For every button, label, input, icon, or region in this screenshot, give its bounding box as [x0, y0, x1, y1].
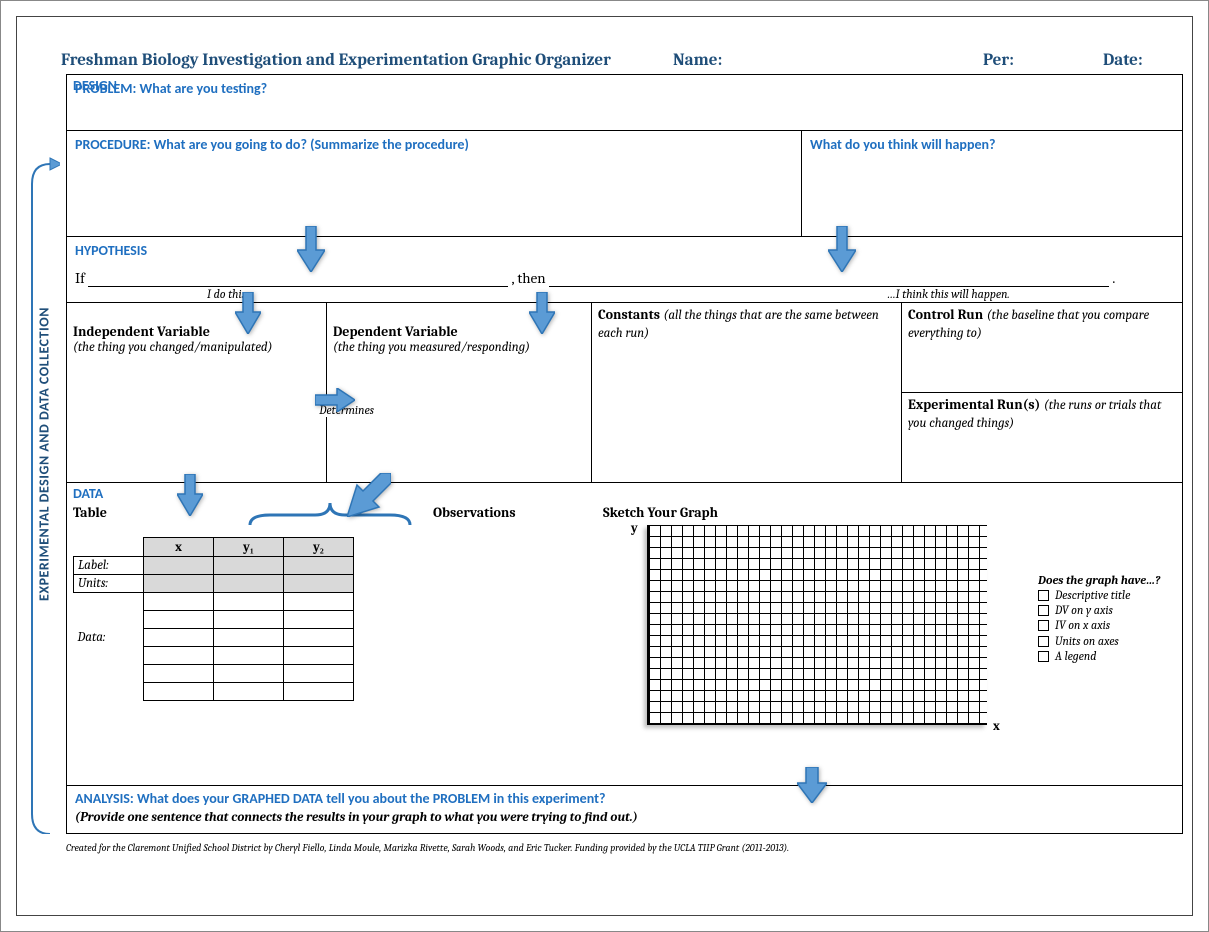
worksheet-page: Freshman Biology Investigation and Exper… — [0, 0, 1209, 932]
row-label: Label: — [74, 557, 144, 575]
checkbox[interactable] — [1038, 651, 1049, 662]
experimental-run-cell: Experimental Run(s) (the runs or trials … — [902, 393, 1182, 482]
iv-sub: (the thing you changed/manipulated) — [73, 340, 320, 355]
arrow-procedure-to-hypothesis — [297, 226, 325, 272]
constants-title: Constants — [598, 306, 660, 323]
data-graph-area: Sketch Your Graph y x — [597, 483, 1032, 785]
body-area: EXPERIMENTAL DESIGN AND DATA COLLECTION … — [26, 74, 1183, 834]
checkbox[interactable] — [1038, 605, 1049, 616]
feedback-loop-arrow — [28, 154, 60, 834]
checkbox[interactable] — [1038, 620, 1049, 631]
period-text: . — [1112, 269, 1115, 287]
procedure-heading: PROCEDURE: What are you going to do? (Su… — [75, 136, 469, 153]
section-hypothesis: HYPOTHESIS If , then . I do this… …I thi… — [67, 237, 1182, 303]
axis-x-label: x — [993, 719, 1000, 734]
data-observations-area: Observations — [427, 483, 597, 785]
observations-label: Observations — [433, 504, 516, 521]
name-label: Name: — [673, 51, 983, 70]
graph-checklist: Does the graph have…? Descriptive title D… — [1032, 483, 1182, 785]
dv-sub: (the thing you measured/responding) — [333, 340, 585, 355]
checkbox[interactable] — [1038, 636, 1049, 647]
hypothesis-heading: HYPOTHESIS — [75, 242, 147, 259]
arrow-hyp-to-dv — [529, 292, 557, 334]
arrow-prediction-to-hypothesis — [828, 226, 856, 272]
control-run-cell: Control Run (the baseline that you compa… — [902, 303, 1182, 393]
hypothesis-sentence: If , then . — [75, 269, 1174, 287]
analysis-sub: (Provide one sentence that connects the … — [75, 810, 638, 825]
checklist-label: DV on y axis — [1055, 604, 1113, 617]
table-label: Table — [73, 504, 107, 521]
arrow-determines — [315, 388, 355, 412]
prediction-heading: What do you think will happen? — [810, 136, 996, 153]
section-analysis: ANALYSIS: What does your GRAPHED DATA te… — [67, 785, 1182, 833]
then-text: , then — [511, 269, 545, 287]
data-table: x y₁ y₂ Label: Units: — [73, 537, 354, 701]
col-x: x — [144, 538, 214, 557]
date-label: Date: — [1103, 51, 1183, 70]
row-data: Data: — [74, 629, 144, 647]
then-blank[interactable] — [549, 273, 1109, 287]
col-constants: Constants (all the things that are the s… — [592, 303, 902, 482]
arrow-iv-to-table — [177, 474, 205, 516]
data-table-area: Table x y₁ y₂ — [67, 483, 427, 785]
page-title: Freshman Biology Investigation and Exper… — [61, 51, 673, 70]
analysis-heading: ANALYSIS: What does your GRAPHED DATA te… — [75, 790, 605, 807]
col-independent-variable: Independent Variable (the thing you chan… — [67, 303, 327, 482]
exprun-title: Experimental Run(s) — [908, 396, 1040, 413]
if-blank[interactable] — [88, 273, 508, 287]
arrow-hyp-to-iv — [235, 292, 263, 334]
arrow-dv-to-table — [347, 473, 391, 517]
hint-right: …I think this will happen. — [887, 287, 1010, 301]
header-row: Freshman Biology Investigation and Exper… — [26, 51, 1183, 74]
if-text: If — [75, 269, 85, 287]
control-title: Control Run — [908, 306, 983, 323]
per-label: Per: — [983, 51, 1103, 70]
checklist-label: A legend — [1055, 650, 1096, 663]
col-y2: y₂ — [284, 538, 354, 557]
footer-credit: Created for the Claremont Unified School… — [26, 834, 1183, 854]
col-y1: y₁ — [214, 538, 284, 557]
graph-grid[interactable] — [647, 525, 987, 725]
checklist-item: Units on axes — [1038, 635, 1176, 648]
checklist-item: DV on y axis — [1038, 604, 1176, 617]
axis-y-label: y — [631, 521, 638, 536]
checklist-item: Descriptive title — [1038, 589, 1176, 602]
design-heading: DESIGN — [73, 77, 117, 94]
section-prediction: What do you think will happen? — [802, 131, 1182, 236]
section-data: DATA Table x y₁ y₂ — [67, 483, 1182, 785]
col-runs: Control Run (the baseline that you compa… — [902, 303, 1182, 482]
checklist-item: IV on x axis — [1038, 619, 1176, 632]
checkbox[interactable] — [1038, 590, 1049, 601]
arrow-graph-to-analysis — [797, 767, 825, 803]
iv-title: Independent Variable — [73, 323, 320, 340]
checklist-item: A legend — [1038, 650, 1176, 663]
table-corner — [74, 538, 144, 557]
section-procedure-row: PROCEDURE: What are you going to do? (Su… — [67, 131, 1182, 237]
main-grid: PROBLEM: What are you testing? PROCEDURE… — [66, 74, 1183, 834]
checklist-label: Units on axes — [1055, 635, 1119, 648]
section-procedure: PROCEDURE: What are you going to do? (Su… — [67, 131, 802, 236]
row-units: Units: — [74, 575, 144, 593]
sketch-label: Sketch Your Graph — [603, 504, 718, 521]
section-problem: PROBLEM: What are you testing? — [67, 75, 1182, 131]
checklist-label: Descriptive title — [1055, 589, 1130, 602]
checklist-title: Does the graph have…? — [1038, 573, 1176, 587]
checklist-label: IV on x axis — [1055, 619, 1110, 632]
